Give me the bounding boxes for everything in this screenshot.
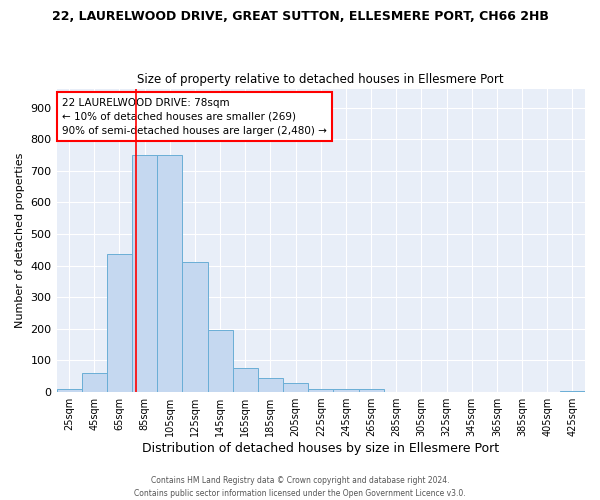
Bar [334, 389, 359, 392]
Bar [258, 378, 283, 392]
Text: Contains HM Land Registry data © Crown copyright and database right 2024.
Contai: Contains HM Land Registry data © Crown c… [134, 476, 466, 498]
Bar [233, 368, 258, 392]
Bar [132, 155, 157, 392]
Bar [283, 383, 308, 392]
Text: 22, LAURELWOOD DRIVE, GREAT SUTTON, ELLESMERE PORT, CH66 2HB: 22, LAURELWOOD DRIVE, GREAT SUTTON, ELLE… [52, 10, 548, 23]
Bar [208, 330, 233, 392]
Bar [107, 254, 132, 392]
Text: 22 LAURELWOOD DRIVE: 78sqm
← 10% of detached houses are smaller (269)
90% of sem: 22 LAURELWOOD DRIVE: 78sqm ← 10% of deta… [62, 98, 327, 136]
Bar [157, 155, 182, 392]
Bar [82, 373, 107, 392]
Title: Size of property relative to detached houses in Ellesmere Port: Size of property relative to detached ho… [137, 73, 504, 86]
Bar [56, 389, 82, 392]
X-axis label: Distribution of detached houses by size in Ellesmere Port: Distribution of detached houses by size … [142, 442, 499, 455]
Bar [560, 390, 585, 392]
Bar [182, 262, 208, 392]
Bar [359, 389, 383, 392]
Bar [308, 389, 334, 392]
Y-axis label: Number of detached properties: Number of detached properties [15, 152, 25, 328]
